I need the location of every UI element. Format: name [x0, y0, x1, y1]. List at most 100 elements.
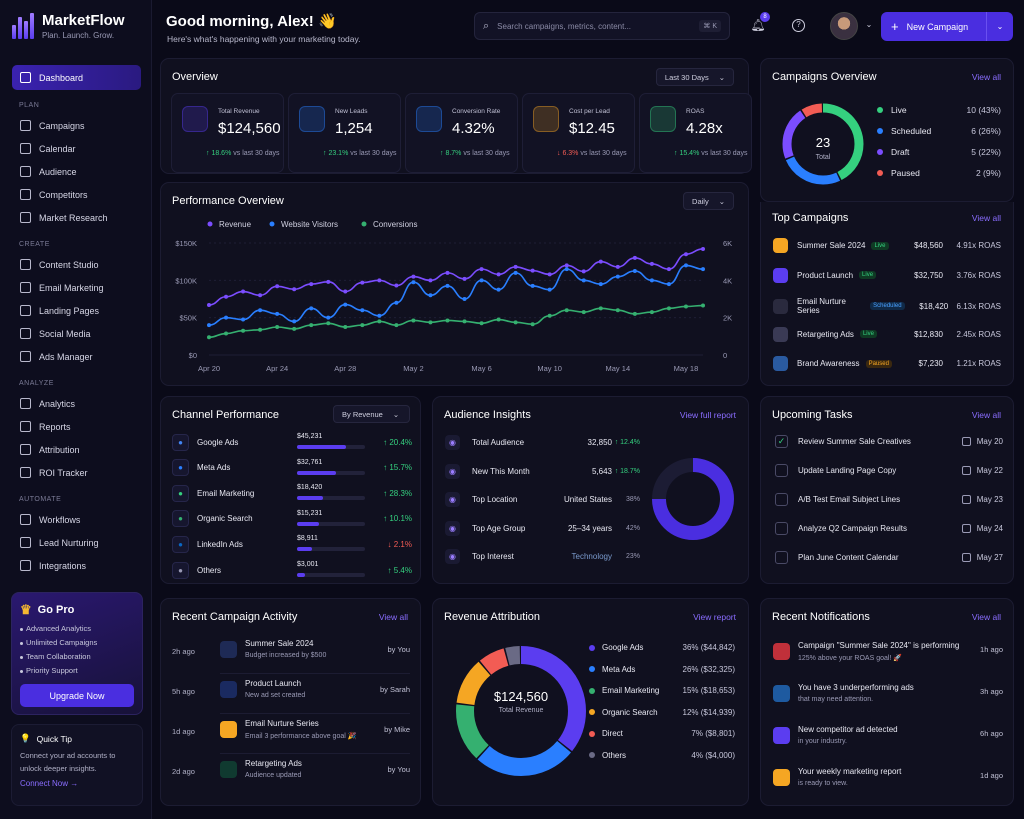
data-point-conversions[interactable]: [377, 319, 382, 324]
channel-row-email-marketing[interactable]: ● Email Marketing $18,420 ↑ 28.3%: [172, 484, 412, 502]
notification-item[interactable]: Your weekly marketing report is ready to …: [773, 765, 1003, 803]
sidebar-item-audience[interactable]: Audience: [12, 160, 141, 183]
data-point-website-visitors[interactable]: [326, 315, 331, 320]
data-point-website-visitors[interactable]: [666, 282, 671, 287]
connect-now-link[interactable]: Connect Now →: [20, 779, 79, 788]
attribution-slice-email-marketing[interactable]: [456, 646, 586, 776]
data-point-website-visitors[interactable]: [564, 267, 569, 272]
top-campaign-row[interactable]: Retargeting Ads Live $12,830 2.45x ROAS: [773, 326, 1001, 342]
tasks-view-all-link[interactable]: View all: [971, 410, 1001, 420]
data-point-revenue[interactable]: [496, 272, 501, 277]
data-point-website-visitors[interactable]: [649, 278, 654, 283]
data-point-conversions[interactable]: [343, 325, 348, 329]
kpi-total-revenue[interactable]: Total Revenue $124,560 ↑ 18.6% vs last 30 …: [171, 93, 284, 173]
sidebar-item-content-studio[interactable]: Content Studio: [12, 253, 141, 276]
kpi-cost-per-lead[interactable]: Cost per Lead $12.45 ↓ 6.3% vs last 30 day…: [522, 93, 635, 173]
chevron-down-icon[interactable]: ⌄: [865, 20, 873, 29]
data-point-website-visitors[interactable]: [292, 319, 297, 324]
help-icon[interactable]: ?: [792, 19, 805, 32]
data-point-website-visitors[interactable]: [513, 270, 518, 275]
sidebar-item-integrations[interactable]: Integrations: [12, 554, 141, 577]
sidebar-item-roi-tracker[interactable]: ROI Tracker: [12, 461, 141, 484]
data-point-website-visitors[interactable]: [258, 308, 263, 313]
data-point-conversions[interactable]: [666, 306, 671, 311]
data-point-revenue[interactable]: [224, 294, 229, 299]
data-point-website-visitors[interactable]: [581, 278, 586, 283]
data-point-conversions[interactable]: [241, 328, 246, 333]
data-point-conversions[interactable]: [360, 323, 365, 328]
sidebar-item-calendar[interactable]: Calendar: [12, 137, 141, 160]
data-point-website-visitors[interactable]: [683, 263, 688, 268]
sidebar-item-analytics[interactable]: Analytics: [12, 392, 141, 415]
task-row[interactable]: ✓ Review Summer Sale Creatives May 20: [775, 435, 1003, 448]
data-point-revenue[interactable]: [207, 302, 211, 307]
data-point-revenue[interactable]: [445, 270, 450, 275]
activity-row[interactable]: 2h ago Summer Sale 2024 Budget increased b…: [172, 637, 410, 674]
data-point-website-visitors[interactable]: [496, 287, 501, 292]
notifications-view-all-link[interactable]: View all: [971, 612, 1001, 622]
data-point-conversions[interactable]: [530, 322, 535, 327]
activity-row[interactable]: 2d ago Retargeting Ads Audience updated by …: [172, 757, 410, 793]
top-campaign-row[interactable]: Product Launch Live $32,750 3.76x ROAS: [773, 267, 1001, 283]
data-point-conversions[interactable]: [632, 311, 637, 316]
avatar[interactable]: [830, 12, 858, 40]
task-checkbox[interactable]: [775, 464, 788, 477]
sidebar-item-landing-pages[interactable]: Landing Pages: [12, 299, 141, 322]
campaign-status-slice-live[interactable]: [782, 103, 864, 185]
top-campaign-row[interactable]: Email Nurture Series Scheduled $18,420 6.13…: [773, 297, 1001, 315]
data-point-conversions[interactable]: [649, 310, 654, 315]
top-campaign-row[interactable]: Summer Sale 2024 Live $48,560 4.91x ROAS: [773, 238, 1001, 253]
data-point-revenue[interactable]: [326, 279, 331, 284]
audience-view-report-link[interactable]: View full report: [679, 410, 736, 420]
data-point-conversions[interactable]: [411, 318, 416, 323]
data-point-conversions[interactable]: [701, 303, 705, 308]
channel-row-others[interactable]: ● Others $3,001 ↑ 5.4%: [172, 561, 412, 579]
sidebar-item-dashboard[interactable]: Dashboard: [12, 65, 141, 90]
sidebar-item-social-media[interactable]: Social Media: [12, 322, 141, 345]
channel-row-linkedin-ads[interactable]: ● LinkedIn Ads $8,911 ↓ 2.1%: [172, 535, 412, 553]
data-point-website-visitors[interactable]: [309, 306, 314, 311]
data-point-website-visitors[interactable]: [615, 274, 620, 279]
notification-item[interactable]: New competitor ad detected in your indust…: [773, 723, 1003, 761]
data-point-revenue[interactable]: [343, 289, 348, 294]
data-point-conversions[interactable]: [547, 313, 552, 318]
data-point-website-visitors[interactable]: [377, 313, 382, 318]
data-point-website-visitors[interactable]: [411, 280, 416, 285]
sidebar-item-ads-manager[interactable]: Ads Manager: [12, 345, 141, 368]
sidebar-item-lead-nurturing[interactable]: Lead Nurturing: [12, 531, 141, 554]
data-point-conversions[interactable]: [479, 321, 484, 326]
data-point-revenue[interactable]: [275, 284, 280, 289]
data-point-revenue[interactable]: [394, 283, 399, 288]
data-point-website-visitors[interactable]: [632, 269, 637, 273]
data-point-website-visitors[interactable]: [394, 300, 399, 305]
channel-row-organic-search[interactable]: ● Organic Search $15,231 ↑ 10.1%: [172, 510, 412, 528]
data-point-revenue[interactable]: [411, 274, 416, 279]
data-point-conversions[interactable]: [394, 323, 399, 328]
data-point-conversions[interactable]: [683, 304, 688, 309]
activity-view-all-link[interactable]: View all: [378, 612, 408, 622]
data-point-conversions[interactable]: [326, 321, 331, 326]
sidebar-item-competitors[interactable]: Competitors: [12, 183, 141, 206]
data-point-revenue[interactable]: [360, 280, 365, 285]
data-point-revenue[interactable]: [530, 268, 535, 273]
kpi-new-leads[interactable]: New Leads 1,254 ↑ 23.1% vs last 30 days: [288, 93, 401, 173]
top-campaigns-view-all-link[interactable]: View all: [971, 213, 1001, 223]
data-point-website-visitors[interactable]: [479, 278, 484, 283]
sidebar-item-reports[interactable]: Reports: [12, 415, 141, 438]
top-campaign-row[interactable]: Brand Awareness Paused $7,230 1.21x ROAS: [773, 356, 1001, 371]
data-point-revenue[interactable]: [428, 278, 433, 283]
task-checkbox[interactable]: [775, 522, 788, 535]
task-row[interactable]: Update Landing Page Copy May 22: [775, 464, 1003, 477]
channel-row-meta-ads[interactable]: ● Meta Ads $32,761 ↑ 15.7%: [172, 459, 412, 477]
campaign-status-slice-scheduled[interactable]: [782, 103, 864, 185]
data-point-revenue[interactable]: [615, 264, 620, 269]
channel-row-google-ads[interactable]: ● Google Ads $45,231 ↑ 20.4%: [172, 433, 412, 451]
sidebar-item-attribution[interactable]: Attribution: [12, 438, 141, 461]
task-row[interactable]: Plan June Content Calendar May 27: [775, 551, 1003, 564]
sidebar-item-market-research[interactable]: Market Research: [12, 206, 141, 229]
sidebar-item-email-marketing[interactable]: Email Marketing: [12, 276, 141, 299]
activity-row[interactable]: 1d ago Email Nurture Series Email 3 perfor…: [172, 717, 410, 754]
bell-icon[interactable]: 🔔︎ 8: [750, 12, 770, 33]
data-point-revenue[interactable]: [377, 278, 382, 283]
data-point-website-visitors[interactable]: [462, 297, 467, 301]
